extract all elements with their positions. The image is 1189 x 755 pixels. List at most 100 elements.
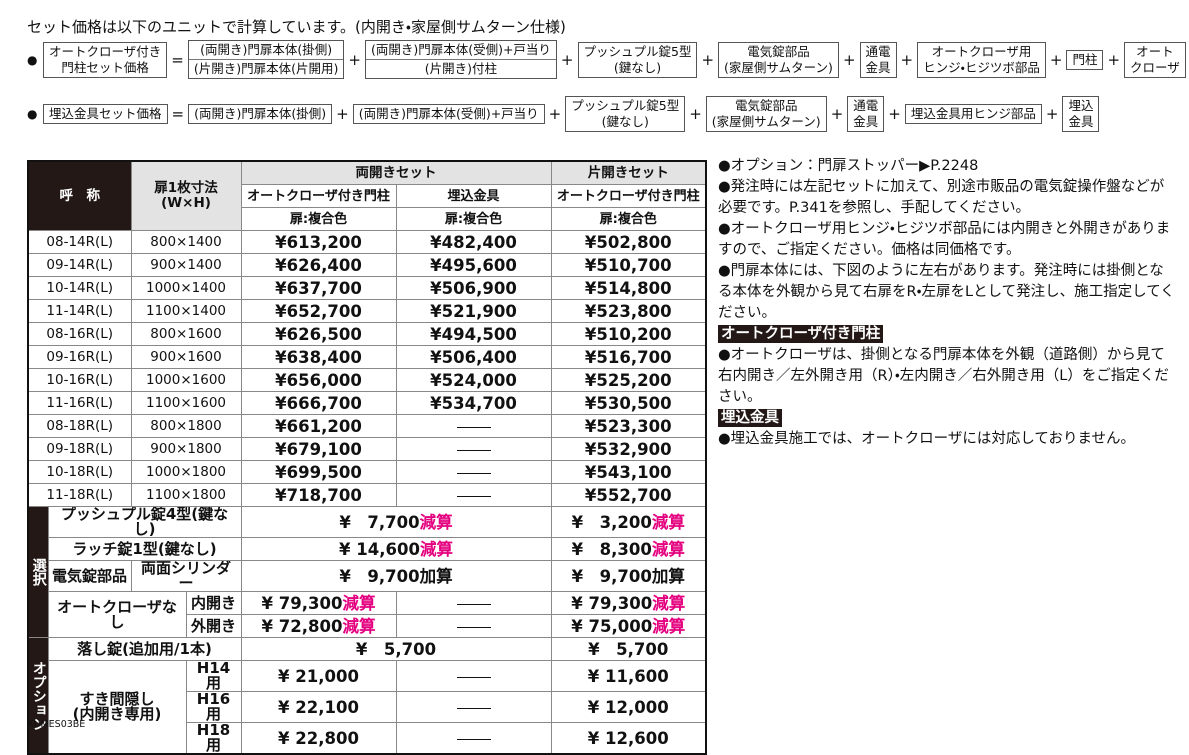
option-price: ¥ 79,300減算 [240,591,397,615]
price-note: 減算 [651,512,685,532]
option-price: ¥ 11,600 [550,660,707,692]
price: ¥552,700 [550,483,707,507]
option-sub: H14用 [185,660,242,692]
price: ¥ 22,800 [278,728,359,748]
option-sub: 両面シリンダー [130,560,242,592]
door-size: 1100×1600 [130,391,242,415]
option-name: ラッチ錠1型(鍵なし) [47,537,242,561]
price: ¥626,500 [240,322,397,346]
heading-text: オートクローザ付き門柱 [718,325,884,343]
option-row: 選択 プッシュプル錠4型(鍵なし) ¥ 7,700減算 ¥ 3,200減算 [27,506,707,638]
option-name: プッシュプル錠4型(鍵なし) [47,506,242,538]
price: ¥ 12,000 [587,697,669,717]
model-name: 08-18R(L) [27,414,132,438]
price: ¥502,800 [550,230,707,254]
price-row: 08-16R(L) 800×1600 ¥626,500 ¥494,500 ¥510,20… [27,322,707,346]
part-text: プッシュプル錠5型 (鍵なし) [571,98,680,129]
option-price: ¥ 9,700加算 [240,560,552,592]
table-body: 呼 称扉1枚寸法 (W×H) 両開きセット 片開きセット オートクローザ付き門柱 埋込金… [27,160,707,755]
option-price: ¥ 3,200減算 [550,506,707,538]
model-name: 09-18R(L) [27,437,132,461]
option-row: 電気錠部品 両面シリンダー ¥ 9,700加算 ¥ 9,700加算 [28,560,707,592]
label-text: 埋込金具セット価格 [49,106,162,121]
option-row: H16用 ¥ 22,100 ¥ 12,000 [28,691,707,723]
price: ¥ 5,700 [588,639,669,659]
price: ¥ 72,800 [261,616,343,636]
header-row: 扉:複合色 扉:複合色 扉:複合色 [28,207,707,231]
price: ¥637,700 [240,276,397,300]
part-text: オート クローザ [1130,43,1180,75]
price: ¥514,800 [550,276,707,300]
formula-part: (両開き)門扉本体(受側)+戸当り [352,104,545,124]
price-table: 呼 称扉1枚寸法 (W×H) 両開きセット 片開きセット オートクローザ付き門柱 埋込金… [27,160,707,755]
plus-sign: + [842,50,856,69]
price-row: 10-14R(L) 1000×1400 ¥637,700 ¥506,900 ¥514,8… [27,276,707,300]
price-note: 減算 [652,593,686,613]
price [395,437,552,461]
equals-sign: = [171,50,184,69]
plus-sign: + [830,105,844,123]
price: ¥ 21,000 [278,666,359,686]
price [395,414,552,438]
option-price [395,722,552,755]
door-size: 1100×1400 [130,299,242,323]
dash [456,676,491,678]
door-size: 800×1400 [130,230,242,254]
price: ¥525,200 [550,368,707,392]
note: ●オプション：門扉ストッパー▶P.2248 [718,158,979,174]
option-sub: 内開き [185,591,242,615]
option-row: オプション 落し錠(追加用/1本) ¥ 5,700 ¥ 5,700 [27,637,707,755]
price: ¥523,800 [550,299,707,323]
formula-label: オートクローザ付き 門柱セット価格 [43,41,168,78]
part-text: 門柱 [1072,51,1098,67]
price: ¥516,700 [550,345,707,369]
price-note: 加算 [419,566,453,586]
option-price: ¥ 14,600減算 [240,537,552,561]
header-finish: 扉:複合色 [550,207,707,231]
option-sub: H16用 [185,691,242,723]
formula-part: (両開き)門扉本体(受側)+戸当り (片開き)付柱 [364,40,557,79]
price: ¥ 8,300 [571,539,652,559]
price: ¥ 5,700 [355,639,437,659]
note: ●埋込金具施工では、オートクローザには対応しておりません。 [718,431,1136,447]
part-text: (両開き)門扉本体(掛側) [194,106,327,121]
price-row: 10-16R(L) 1000×1600 ¥656,000 ¥524,000 ¥525,2… [27,368,707,392]
option-name: 落し錠(追加用/1本) [47,637,242,661]
option-price: ¥ 5,700 [240,637,552,661]
model-name: 08-16R(L) [27,322,132,346]
option-price: ¥ 8,300減算 [550,537,707,561]
door-size: 900×1800 [130,437,242,461]
option-name: すき間隠し (内開き専用) [47,660,187,755]
part-text: 電気錠部品 (家屋側サムターン) [724,43,833,75]
price: ¥626,400 [240,253,397,277]
price: ¥ 12,600 [587,728,669,748]
plus-sign: + [1107,50,1121,69]
door-size: 1000×1800 [130,460,242,484]
door-size: 900×1400 [130,253,242,277]
option-row: すき間隠し (内開き専用) H14用 ¥ 21,000 ¥ 11,600 [28,660,707,755]
formula-part: プッシュプル錠5型 (鍵なし) [565,96,686,132]
price: ¥ 14,600 [339,539,420,559]
door-size: 800×1600 [130,322,242,346]
header-column: オートクローザ付き門柱 [550,184,707,208]
bullet: ● [27,107,38,121]
part-text: (片開き)付柱 [365,59,556,78]
dash [456,426,491,428]
note-heading: オートクローザ付き門柱 [718,324,1176,345]
dash [456,707,491,709]
header-double: 両開きセット [240,160,552,185]
option-name: オートクローザなし [47,591,187,638]
option-price: ¥ 9,700加算 [550,560,707,592]
bullet: ● [27,52,38,67]
price: ¥613,200 [240,230,397,254]
part-text: (両開き)門扉本体(受側)+戸当り [370,42,551,57]
price-row: 11-16R(L) 1100×1600 ¥666,700 ¥534,700 ¥530,5… [27,391,707,415]
price: ¥656,000 [240,368,397,392]
price: ¥530,500 [550,391,707,415]
price: ¥ 79,300 [571,593,653,613]
option-price [395,591,552,615]
model-name: 10-14R(L) [27,276,132,300]
option-sub: H18用 [185,722,242,755]
part-text: (両開き)門扉本体(受側)+戸当り [358,106,539,121]
formula-row: ● 埋込金具セット価格 = (両開き)門扉本体(掛側) + (両開き)門扉本体(受側)+戸… [27,96,1100,132]
